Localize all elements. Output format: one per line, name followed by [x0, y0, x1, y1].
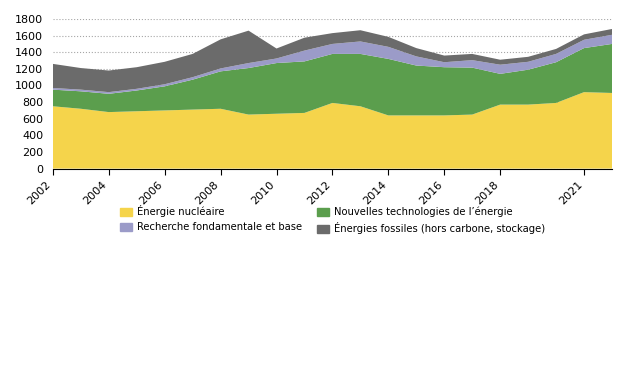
Legend: Énergie nucléaire, Recherche fondamentale et base, Nouvelles technologies de l’é: Énergie nucléaire, Recherche fondamental… [116, 202, 549, 238]
